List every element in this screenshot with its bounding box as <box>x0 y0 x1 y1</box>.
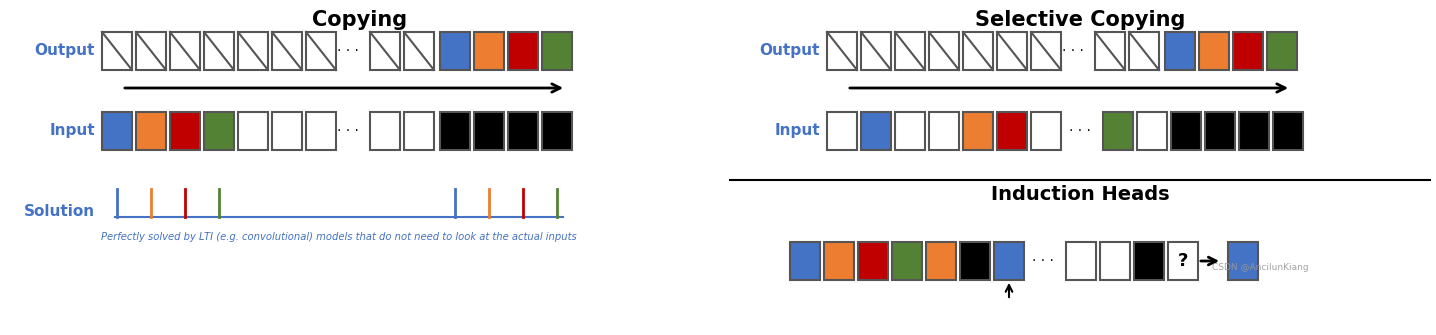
Bar <box>1137 112 1167 150</box>
Bar <box>271 112 302 150</box>
Bar <box>892 242 922 280</box>
Bar <box>929 32 959 70</box>
Bar <box>964 112 994 150</box>
Bar <box>827 112 857 150</box>
Text: Output: Output <box>760 44 820 59</box>
Bar <box>102 32 132 70</box>
Bar <box>474 32 504 70</box>
Bar <box>994 242 1024 280</box>
Bar <box>136 32 167 70</box>
Text: Induction Heads: Induction Heads <box>991 185 1169 204</box>
Bar <box>306 112 336 150</box>
Bar <box>238 32 269 70</box>
Bar <box>862 32 890 70</box>
Bar <box>169 32 200 70</box>
Bar <box>1103 112 1133 150</box>
Text: Solution: Solution <box>24 204 95 219</box>
Bar <box>1165 32 1195 70</box>
Bar <box>169 112 200 150</box>
Bar <box>1096 32 1124 70</box>
Bar <box>1129 32 1159 70</box>
Text: Copying: Copying <box>313 10 408 30</box>
Bar <box>508 112 538 150</box>
Bar <box>926 242 956 280</box>
Bar <box>204 32 234 70</box>
Bar <box>439 32 470 70</box>
Text: · · ·: · · · <box>337 44 359 58</box>
Bar <box>1234 32 1264 70</box>
Bar <box>102 112 132 150</box>
Text: CSDN @AncilunKiang: CSDN @AncilunKiang <box>1212 263 1308 271</box>
Bar <box>1199 32 1229 70</box>
Bar <box>439 112 470 150</box>
Text: · · ·: · · · <box>1068 124 1091 138</box>
Bar <box>929 112 959 150</box>
Bar <box>508 32 538 70</box>
Bar <box>136 112 167 150</box>
Bar <box>1228 242 1258 280</box>
Bar <box>1205 112 1235 150</box>
Text: Perfectly solved by LTI (e.g. convolutional) models that do not need to look at : Perfectly solved by LTI (e.g. convolutio… <box>101 232 577 242</box>
Bar <box>857 242 887 280</box>
Bar <box>1170 112 1200 150</box>
Text: Selective Copying: Selective Copying <box>975 10 1185 30</box>
Bar <box>1167 242 1198 280</box>
Bar <box>964 32 994 70</box>
Bar <box>271 32 302 70</box>
Bar <box>862 112 890 150</box>
Bar <box>306 32 336 70</box>
Bar <box>238 112 269 150</box>
Bar <box>541 32 572 70</box>
Text: · · ·: · · · <box>1063 44 1084 58</box>
Bar <box>824 242 854 280</box>
Text: Input: Input <box>49 124 95 138</box>
Bar <box>474 112 504 150</box>
Text: · · ·: · · · <box>1032 254 1054 268</box>
Bar <box>961 242 989 280</box>
Text: Output: Output <box>34 44 95 59</box>
Text: ?: ? <box>1178 252 1188 270</box>
Text: Input: Input <box>774 124 820 138</box>
Bar <box>1031 32 1061 70</box>
Bar <box>370 32 401 70</box>
Bar <box>790 242 820 280</box>
Bar <box>1134 242 1165 280</box>
Bar <box>1267 32 1297 70</box>
Bar <box>895 32 925 70</box>
Bar <box>541 112 572 150</box>
Bar <box>1239 112 1269 150</box>
Bar <box>997 32 1027 70</box>
Text: · · ·: · · · <box>337 124 359 138</box>
Bar <box>997 112 1027 150</box>
Bar <box>404 32 434 70</box>
Bar <box>895 112 925 150</box>
Bar <box>1031 112 1061 150</box>
Bar <box>404 112 434 150</box>
Bar <box>1100 242 1130 280</box>
Bar <box>827 32 857 70</box>
Bar <box>1272 112 1302 150</box>
Bar <box>370 112 401 150</box>
Bar <box>1066 242 1096 280</box>
Bar <box>204 112 234 150</box>
